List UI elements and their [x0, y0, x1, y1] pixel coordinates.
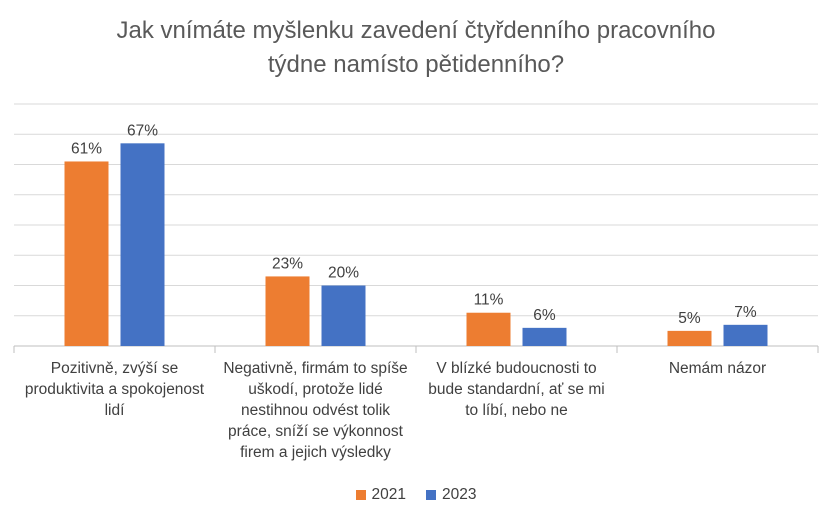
legend-swatch-2021 — [355, 490, 366, 500]
legend-item-2021: 2021 — [355, 486, 406, 504]
category-label-line: uškodí, protože lidé — [248, 381, 383, 398]
legend: 2021 2023 — [0, 486, 832, 504]
category-label-line: to líbí, nebo ne — [465, 402, 568, 419]
data-label-2021-3: 5% — [678, 310, 701, 327]
data-label-2023-1: 20% — [328, 265, 359, 282]
bar-2023-1 — [321, 285, 366, 346]
category-label-line: práce, sníží se výkonnost — [228, 423, 403, 440]
category-label-3: Nemám názor — [617, 358, 818, 379]
legend-swatch-2023 — [426, 490, 436, 500]
category-label-line: V blízké budoucnosti to — [436, 360, 597, 377]
data-label-2021-0: 61% — [71, 140, 102, 157]
chart-title: Jak vnímáte myšlenku zavedení čtyřdenníh… — [0, 14, 832, 82]
data-label-2023-2: 6% — [533, 307, 556, 324]
data-label-2021-1: 23% — [272, 255, 303, 272]
data-label-2023-0: 67% — [127, 122, 158, 139]
category-label-line: Nemám názor — [668, 360, 767, 377]
category-label-2: V blízké budoucnosti to bude standardní, … — [416, 358, 617, 421]
category-label-line: bude standardní, ať se mi — [428, 381, 605, 398]
bar-2021-1 — [265, 276, 310, 346]
bar-2021-3 — [667, 330, 712, 346]
bar-2021-0 — [64, 161, 109, 346]
category-label-line: nestihnou odvést tolik — [240, 402, 391, 419]
category-label-line: Pozitivně, zvýší se — [50, 360, 179, 377]
bar-2023-2 — [522, 327, 567, 346]
chart-title-line-2: týdne namísto pětidenního? — [267, 51, 565, 78]
category-label-line: Negativně, firmám to spíše — [223, 360, 408, 377]
bar-2023-3 — [723, 324, 768, 346]
category-label-line: produktivita a spokojenost — [24, 381, 205, 398]
legend-label-2021: 2021 — [371, 486, 406, 503]
bar-2023-0 — [120, 143, 165, 346]
category-label-0: Pozitivně, zvýší se produktivita a spokoj… — [14, 358, 215, 421]
legend-label-2023: 2023 — [442, 486, 477, 503]
bar-2021-2 — [466, 312, 511, 346]
category-label-1: Negativně, firmám to spíše uškodí, protož… — [215, 358, 416, 463]
chart-title-line-1: Jak vnímáte myšlenku zavedení čtyřdenníh… — [116, 17, 716, 44]
data-label-2023-3: 7% — [734, 304, 757, 321]
category-label-line: lidí — [104, 402, 125, 419]
legend-item-2023: 2023 — [426, 486, 476, 504]
category-label-line: firem a jejich výsledky — [240, 444, 391, 461]
data-label-2021-2: 11% — [474, 292, 504, 309]
